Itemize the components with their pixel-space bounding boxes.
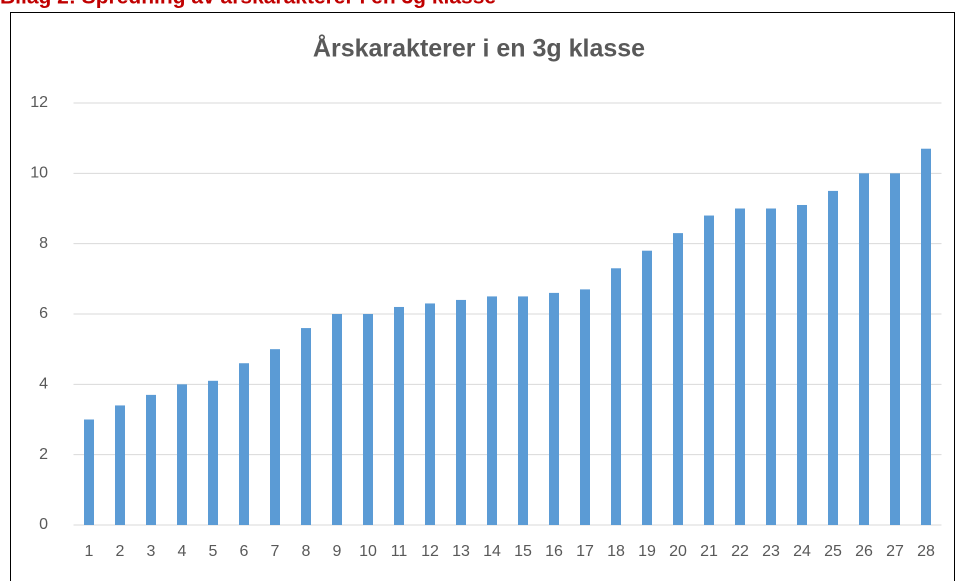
chart-title: Årskarakterer i en 3g klasse <box>313 34 645 63</box>
bar <box>146 394 156 525</box>
x-tick-label: 16 <box>545 543 563 560</box>
y-tick-label: 6 <box>39 305 48 322</box>
bar <box>84 419 94 525</box>
bar <box>115 405 125 525</box>
y-tick-label: 2 <box>39 446 48 463</box>
bar <box>828 190 838 525</box>
bar <box>487 296 497 525</box>
x-tick-label: 13 <box>452 543 470 560</box>
bar <box>363 314 373 525</box>
y-tick-label: 0 <box>39 516 48 533</box>
bar <box>239 363 249 525</box>
bar <box>270 349 280 525</box>
x-tick-label: 20 <box>669 543 687 560</box>
x-tick-label: 24 <box>793 543 811 560</box>
x-tick-label: 11 <box>391 543 408 560</box>
bar <box>611 268 621 525</box>
bar <box>580 289 590 525</box>
x-tick-label: 17 <box>576 543 594 560</box>
x-tick-label: 25 <box>824 543 842 560</box>
x-tick-label: 15 <box>514 543 532 560</box>
x-tick-label: 18 <box>607 543 625 560</box>
x-tick-label: 10 <box>359 543 377 560</box>
x-tick-label: 28 <box>917 543 935 560</box>
bar <box>208 380 218 525</box>
x-tick-label: 7 <box>271 543 280 560</box>
x-tick-label: 26 <box>855 543 873 560</box>
bar <box>177 384 187 525</box>
x-tick-label: 21 <box>700 543 718 560</box>
y-tick-label: 10 <box>30 165 48 182</box>
y-tick-label: 8 <box>39 235 48 252</box>
x-tick-label: 4 <box>178 543 187 560</box>
page-heading: Bilag 2: Spredning av årskarakterer i en… <box>0 0 496 9</box>
bar <box>704 215 714 526</box>
x-tick-label: 19 <box>638 543 656 560</box>
y-tick-label: 12 <box>30 94 48 111</box>
x-tick-label: 23 <box>762 543 780 560</box>
y-tick-label: 4 <box>39 376 48 393</box>
x-tick-label: 14 <box>483 543 501 560</box>
x-tick-label: 5 <box>209 543 218 560</box>
bar <box>921 148 931 525</box>
bar <box>332 314 342 525</box>
bar <box>673 233 683 525</box>
x-tick-label: 2 <box>116 543 125 560</box>
bar <box>735 208 745 525</box>
bar <box>518 296 528 525</box>
bar <box>890 173 900 526</box>
x-tick-label: 12 <box>421 543 439 560</box>
bar <box>859 173 869 526</box>
bar <box>394 306 404 525</box>
x-tick-label: 8 <box>302 543 311 560</box>
x-tick-label: 6 <box>240 543 249 560</box>
bar <box>797 204 807 525</box>
x-tick-label: 22 <box>731 543 749 560</box>
bar <box>425 303 435 525</box>
x-tick-label: 27 <box>886 543 904 560</box>
x-tick-label: 3 <box>147 543 156 560</box>
bar <box>301 328 311 525</box>
x-tick-label: 1 <box>85 543 94 560</box>
bar <box>766 208 776 525</box>
bar <box>642 250 652 525</box>
x-tick-label: 9 <box>333 543 342 560</box>
bar <box>549 292 559 525</box>
bar <box>456 299 466 525</box>
